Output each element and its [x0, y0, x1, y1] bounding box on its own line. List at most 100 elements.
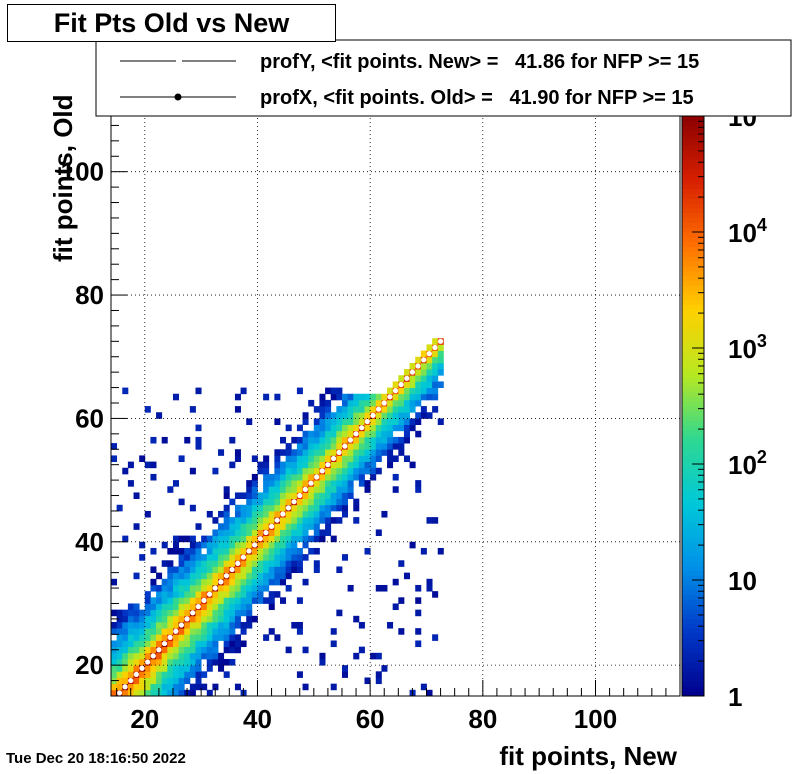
heatmap-cell: [184, 597, 191, 604]
heatmap-cell: [139, 658, 146, 666]
profile-point: [116, 690, 123, 696]
heatmap-cell: [127, 665, 134, 672]
colorbar-band: [682, 551, 704, 557]
colorbar-band: [682, 662, 704, 668]
heatmap-cell: [195, 566, 202, 574]
heatmap-cell: [313, 449, 320, 456]
colorbar-band: [682, 241, 704, 247]
heatmap-cell: [139, 677, 146, 685]
heatmap-cell: [195, 677, 202, 685]
heatmap-cell: [139, 671, 146, 678]
heatmap-cell: [308, 455, 315, 462]
y-tick-label: 80: [75, 280, 104, 310]
heatmap-cell: [364, 455, 371, 462]
heatmap-cell: [156, 665, 163, 672]
heatmap-cell: [178, 597, 185, 604]
heatmap-cell: [167, 560, 174, 567]
heatmap-cell: [223, 584, 230, 592]
heatmap-cell: [285, 560, 292, 567]
heatmap-cell: [420, 375, 427, 382]
heatmap-cell: [353, 412, 360, 419]
profile-point: [330, 455, 337, 462]
heatmap-cell: [432, 362, 439, 370]
heatmap-cell: [223, 517, 230, 524]
heatmap-cell: [341, 424, 349, 432]
colorbar-band: [682, 444, 704, 450]
heatmap-cell: [229, 640, 236, 648]
heatmap-cell: [302, 523, 309, 530]
heatmap-cell: [206, 658, 213, 666]
heatmap-cell: [319, 399, 326, 407]
colorbar-band: [682, 145, 704, 151]
heatmap-cell: [234, 609, 241, 617]
heatmap-cell: [201, 683, 208, 691]
heatmap-cell: [167, 603, 174, 611]
heatmap-cell: [313, 430, 320, 438]
heatmap-cell: [330, 467, 337, 475]
heatmap-cell: [403, 393, 410, 401]
heatmap-cell: [195, 683, 202, 691]
heatmap-cell: [370, 443, 377, 450]
heatmap-cell: [426, 344, 433, 351]
heatmap-cell: [437, 350, 444, 358]
heatmap-cell: [432, 350, 439, 358]
heatmap-cell: [229, 609, 236, 617]
heatmap-cell: [426, 375, 433, 382]
heatmap-cell: [212, 603, 219, 611]
heatmap-cell: [308, 510, 315, 518]
heatmap-cell: [268, 504, 275, 512]
heatmap-cell: [263, 510, 270, 518]
heatmap-cell: [280, 486, 287, 493]
heatmap-cell: [206, 535, 213, 543]
heatmap-cell: [313, 498, 320, 506]
heatmap-cell: [234, 547, 241, 555]
heatmap-cell: [285, 461, 292, 469]
heatmap-cell: [280, 498, 287, 506]
profile-point: [353, 431, 359, 437]
heatmap-cell: [415, 628, 422, 635]
colorbar-band: [682, 396, 704, 402]
colorbar-band: [682, 671, 704, 678]
colorbar-band: [682, 628, 704, 634]
heatmap-cell: [375, 393, 382, 401]
x-tick-label: 80: [468, 704, 497, 734]
heatmap-cell: [426, 578, 433, 586]
heatmap-cell: [291, 449, 298, 456]
heatmap-cell: [167, 591, 174, 598]
heatmap-cell: [364, 412, 371, 419]
heatmap-cell: [392, 418, 399, 425]
heatmap-cell: [420, 369, 427, 376]
heatmap-cell: [150, 683, 157, 691]
heatmap-cell: [280, 517, 287, 524]
heatmap-cell: [201, 572, 208, 580]
heatmap-cell: [370, 461, 377, 469]
heatmap-cell: [437, 356, 444, 364]
heatmap-cell: [364, 436, 371, 444]
heatmap-cell: [127, 461, 134, 469]
heatmap-cell: [111, 578, 118, 586]
heatmap-cell: [251, 566, 258, 574]
heatmap-cell: [313, 443, 320, 450]
heatmap-cell: [308, 547, 315, 555]
colorbar-band: [682, 178, 704, 185]
heatmap-cell: [387, 387, 394, 395]
heatmap-cell: [122, 671, 129, 678]
heatmap-cell: [240, 510, 247, 518]
colorbar-band: [682, 314, 704, 320]
heatmap-cell: [133, 677, 140, 685]
heatmap-cell: [172, 584, 179, 592]
heatmap-cell: [336, 480, 343, 487]
heatmap-cell: [341, 554, 349, 561]
heatmap-cell: [263, 572, 270, 580]
heatmap-cell: [330, 473, 337, 481]
heatmap-cell: [325, 504, 332, 512]
heatmap-cell: [409, 406, 416, 413]
heatmap-cell: [302, 480, 309, 487]
heatmap-cell: [296, 436, 303, 444]
heatmap-cell: [364, 449, 371, 456]
heatmap-cell: [240, 628, 247, 635]
profile-point: [139, 665, 145, 671]
heatmap-cell: [156, 658, 163, 666]
heatmap-cell: [246, 560, 253, 567]
heatmap-cell: [358, 418, 365, 425]
